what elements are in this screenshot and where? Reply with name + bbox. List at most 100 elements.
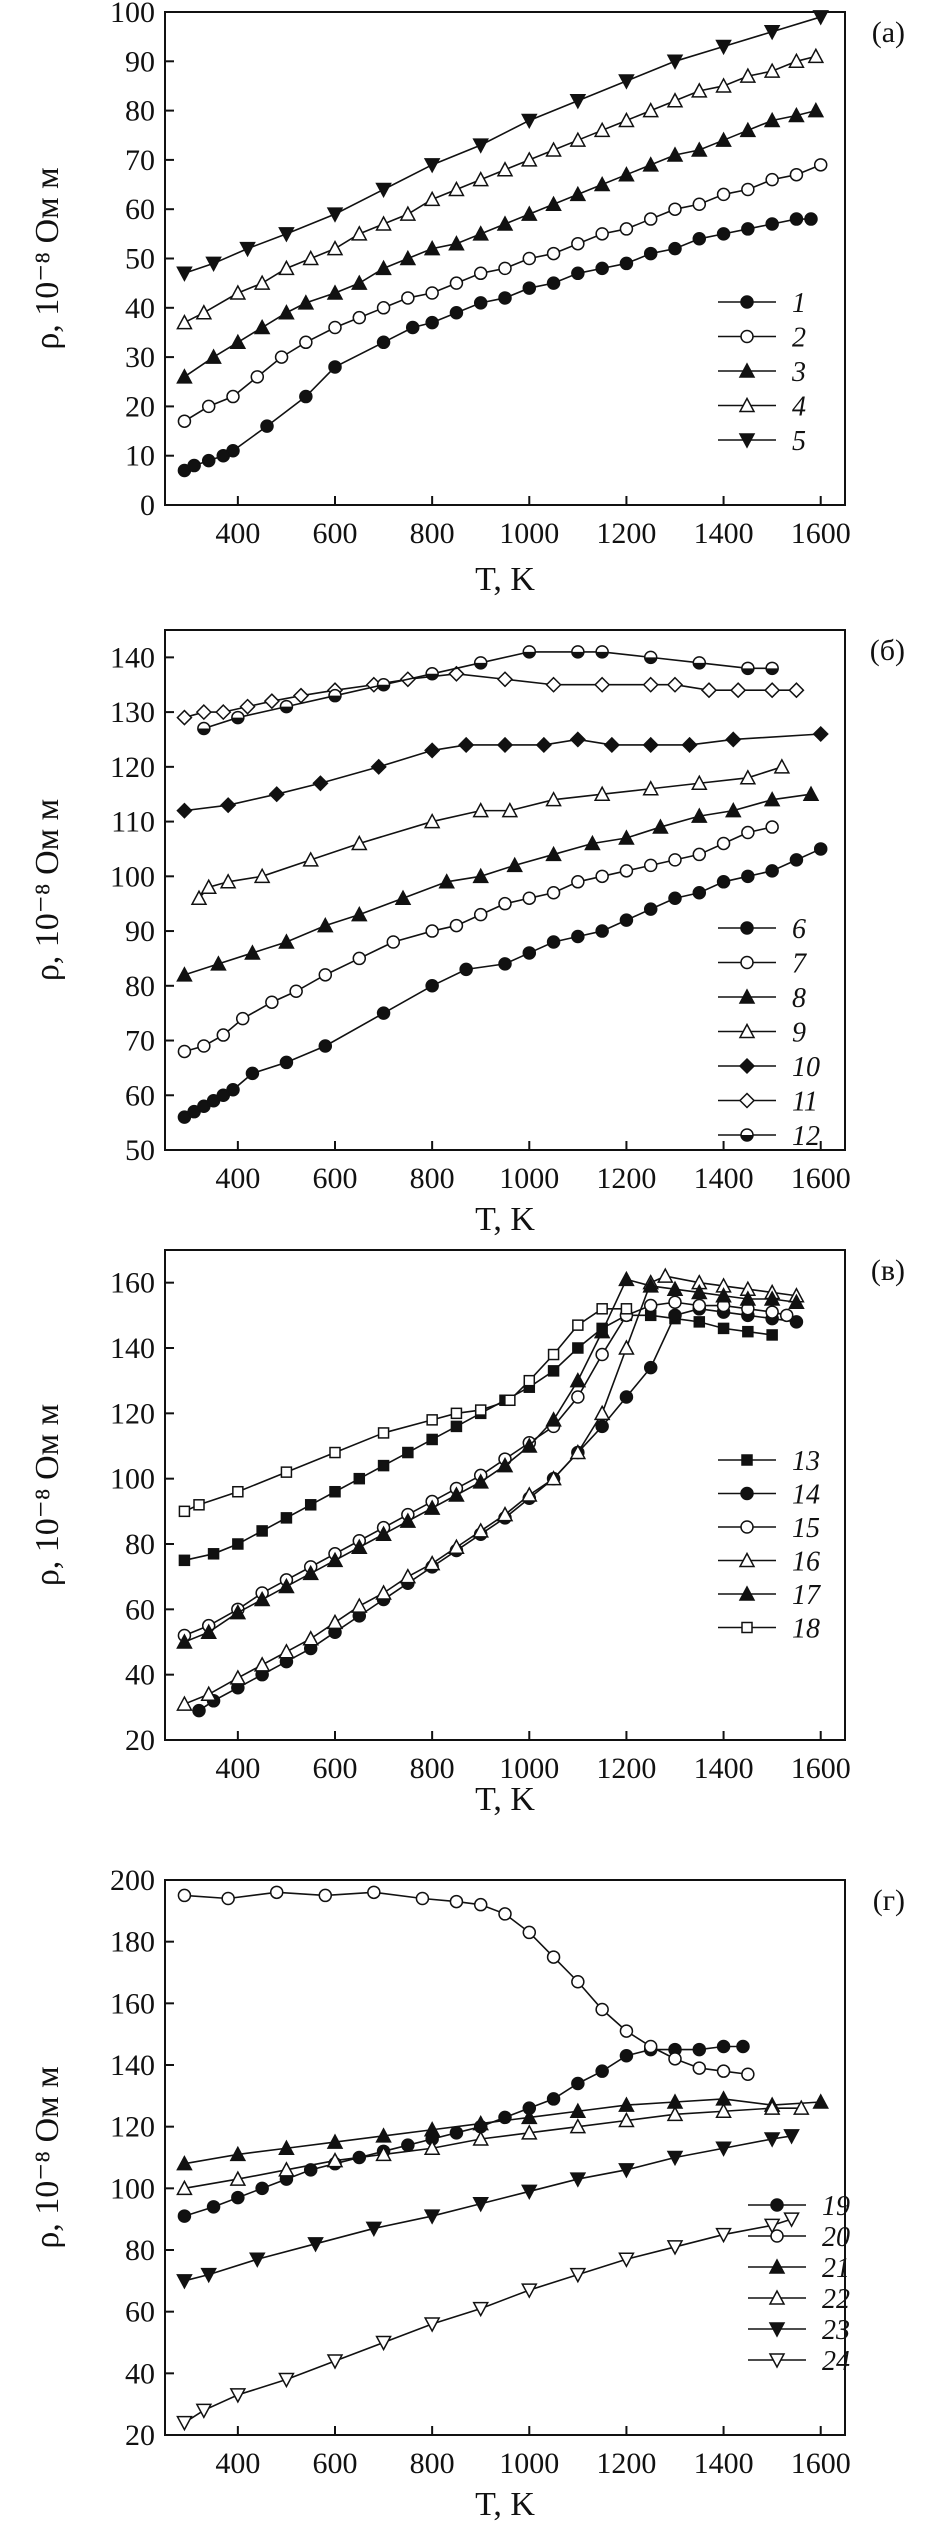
panel-2-y-tick-label: 100 bbox=[110, 860, 155, 893]
panel-2-series-12-point-half-fill bbox=[280, 706, 293, 713]
panel-3-series-14-legend-label: 14 bbox=[792, 1480, 820, 1511]
panel-1-series-3-point bbox=[326, 284, 344, 300]
panel-1-series-4-point bbox=[326, 240, 344, 256]
panel-2-series-7-point bbox=[643, 858, 658, 873]
panel-4-series-22-point bbox=[763, 2099, 781, 2115]
panel-2-series-8-point bbox=[545, 845, 562, 862]
panel-4-series-23-point bbox=[715, 2141, 732, 2157]
panel-1-series-1-point bbox=[405, 320, 420, 335]
panel-1-series-1-point bbox=[804, 212, 818, 226]
panel-4-series-23-point bbox=[569, 2172, 587, 2188]
panel-3-y-tick-label: 100 bbox=[110, 1463, 155, 1496]
panel-2-series-6-point bbox=[226, 1083, 240, 1097]
panel-3-series-16-point bbox=[302, 1630, 319, 1646]
panel-1-series-2-point bbox=[177, 414, 192, 428]
panel-2-x-tick-label: 1600 bbox=[791, 1162, 851, 1195]
panel-4-series-23-line bbox=[184, 2135, 792, 2282]
panel-1-series-5-legend-label: 5 bbox=[792, 426, 806, 457]
panel-3-series-17-point bbox=[399, 1512, 417, 1528]
panel-1-series-4-point bbox=[472, 171, 489, 187]
panel-1-series-4-point bbox=[666, 92, 684, 108]
panel-3-y-tick-label: 60 bbox=[125, 1593, 155, 1626]
panel-1-x-tick-label: 800 bbox=[410, 517, 455, 550]
panel-2-series-11-legend-marker bbox=[738, 1092, 756, 1109]
panel-2-series-12-point-half-fill bbox=[197, 728, 210, 735]
panel-4-series-21-legend-marker bbox=[768, 2258, 786, 2274]
panel-3-series-13-point bbox=[402, 1446, 414, 1459]
panel-1-series-2-point bbox=[328, 320, 342, 335]
panel-3-series-16-point bbox=[375, 1584, 392, 1600]
panel-4-series-19-point bbox=[231, 2190, 245, 2205]
panel-4-series-22-legend-marker bbox=[768, 2289, 786, 2305]
panel-1-y-tick-label: 80 bbox=[125, 95, 155, 128]
panel-3-series-16-point bbox=[200, 1685, 217, 1702]
panel-4-series-22-point bbox=[278, 2161, 295, 2177]
panel-4-series-22-point bbox=[176, 2179, 193, 2196]
panel-3-series-16-point bbox=[399, 1568, 417, 1584]
panel-2-series-7-point bbox=[235, 1011, 250, 1026]
panel-4-series-19-legend-marker bbox=[770, 2198, 784, 2212]
panel-1-series-3-legend-marker bbox=[738, 362, 756, 378]
panel-1-x-axis-label: T, K bbox=[475, 561, 535, 598]
panel-3-series-17-point bbox=[229, 1604, 247, 1620]
panel-4-series-24-point bbox=[666, 2240, 684, 2256]
panel-3-series-16-point bbox=[326, 1613, 344, 1630]
panel-4-series-20-point bbox=[318, 1888, 333, 1903]
panel-1-series-2-point bbox=[595, 227, 609, 241]
panel-4-series-24-point bbox=[375, 2335, 392, 2352]
panel-3-y-tick-label: 160 bbox=[110, 1267, 155, 1300]
panel-3-y-tick-label: 80 bbox=[125, 1528, 155, 1561]
panel-3-tag: (в) bbox=[871, 1254, 905, 1287]
panel-4-series-20-line bbox=[184, 1891, 748, 2076]
panel-4-series-19-point bbox=[716, 2039, 731, 2054]
panel-3-series-16-point bbox=[253, 1656, 271, 1672]
panel-2-series-7-point bbox=[449, 918, 464, 933]
panel-1-series-3-point bbox=[399, 249, 417, 266]
panel-3-series-13-point bbox=[450, 1420, 463, 1433]
panel-3-series-13-point bbox=[280, 1512, 293, 1524]
panel-2-series-8-point bbox=[351, 906, 368, 922]
panel-2-series-11-point bbox=[730, 682, 747, 699]
panel-2-series-6-point bbox=[279, 1055, 294, 1070]
panel-2-series-6-point bbox=[643, 902, 658, 916]
panel-4-series-21-legend-label: 21 bbox=[822, 2253, 850, 2284]
panel-1-series-1-point bbox=[643, 246, 658, 261]
panel-1-series-5-point bbox=[618, 74, 635, 90]
panel-2-series-7-point bbox=[571, 875, 585, 889]
panel-1-y-axis-label: ρ, 10⁻⁸ Ом м bbox=[29, 167, 66, 349]
panel-2-series-9-point bbox=[253, 867, 271, 884]
panel-1-series-2-point bbox=[473, 266, 488, 281]
panel-3-series-17-point bbox=[496, 1457, 514, 1473]
panel-4-series-24-point bbox=[569, 2267, 587, 2284]
panel-2-series-8-point bbox=[506, 856, 523, 873]
panel-4-series-24-point bbox=[229, 2388, 247, 2404]
panel-2-series-6-legend-marker bbox=[740, 921, 754, 935]
panel-3-series-15-point bbox=[765, 1305, 779, 1319]
panel-1-series-1-point bbox=[692, 232, 707, 246]
panel-2-series-6-legend-label: 6 bbox=[792, 914, 806, 945]
panel-1-series-2-point bbox=[789, 167, 804, 182]
panel-2-series-10-point bbox=[458, 736, 475, 754]
panel-2-series-9-point bbox=[773, 758, 791, 774]
panel-4-x-axis-label: T, K bbox=[475, 2486, 535, 2523]
panel-1-series-4-point bbox=[176, 314, 193, 330]
panel-3-series-16-point bbox=[618, 1339, 635, 1355]
panel-2-series-6-point bbox=[619, 913, 634, 927]
panel-2-series-6-point bbox=[765, 864, 779, 878]
panel-3-series-14-point bbox=[789, 1315, 804, 1329]
panel-1-series-4-point bbox=[423, 190, 441, 207]
panel-2-x-tick-label: 1000 bbox=[499, 1162, 559, 1195]
panel-2-tag: (б) bbox=[870, 634, 905, 667]
panel-3-series-15-point bbox=[571, 1390, 585, 1404]
panel-3-series-16-legend-label: 16 bbox=[792, 1547, 820, 1578]
panel-1-series-1-point bbox=[226, 444, 240, 458]
panel-2-series-9-point bbox=[219, 873, 237, 889]
panel-1-series-4-point bbox=[375, 215, 392, 231]
panel-4-series-19-point bbox=[255, 2181, 269, 2196]
panel-3-series-18-point bbox=[474, 1404, 487, 1416]
panel-1-series-2-point bbox=[201, 399, 216, 414]
panel-1-series-1-point bbox=[260, 419, 274, 433]
panel-3-series-16-point bbox=[351, 1597, 368, 1613]
panel-2-series-11-point bbox=[195, 704, 212, 721]
